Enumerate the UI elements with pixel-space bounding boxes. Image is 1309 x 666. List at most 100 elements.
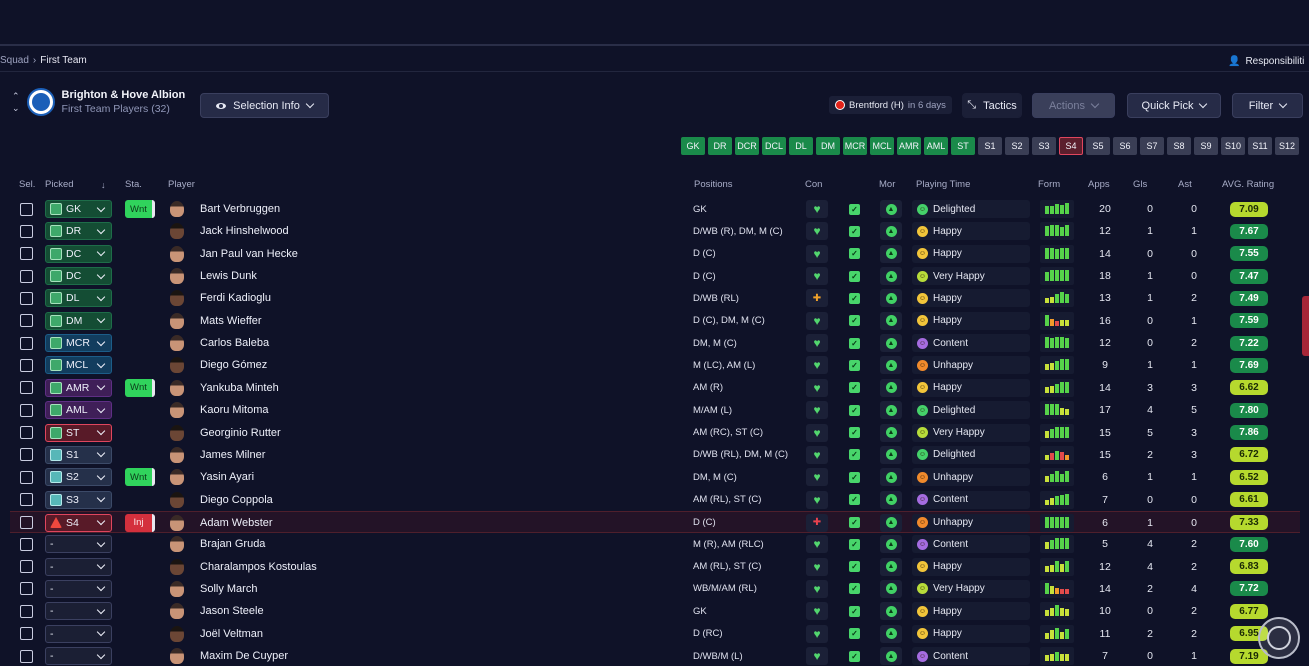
table-row[interactable]: DC Lewis Dunk D (C) ♥ ✓ ▲ ☺ Very Happy 18 1 0 7.47 bbox=[10, 265, 1300, 287]
position-filter-gk[interactable]: GK bbox=[681, 137, 705, 155]
table-row[interactable]: - Charalampos Kostoulas AM (RL), ST (C) ♥ ✓ ▲… bbox=[10, 556, 1300, 578]
picked-dropdown[interactable]: - bbox=[45, 557, 112, 576]
select-checkbox[interactable] bbox=[20, 560, 33, 574]
table-row[interactable]: S3 Diego Coppola AM (RL), ST (C) ♥ ✓ ▲ ☺ Conten… bbox=[10, 489, 1300, 511]
table-row[interactable]: S1 James Milner D/WB (RL), DM, M (C) ♥ ✓ ▲ ☺ De… bbox=[10, 444, 1300, 466]
table-row[interactable]: DL Ferdi Kadioglu D/WB (RL) ✚ ✓ ▲ ☺ Happy 13 1 2 7.… bbox=[10, 287, 1300, 309]
picked-dropdown[interactable]: S4 bbox=[45, 513, 112, 532]
select-checkbox[interactable] bbox=[20, 470, 33, 484]
col-status[interactable]: Sta. bbox=[125, 179, 142, 190]
col-ast[interactable]: Ast bbox=[1178, 179, 1192, 190]
select-checkbox[interactable] bbox=[20, 403, 33, 417]
picked-dropdown[interactable]: - bbox=[45, 602, 112, 621]
select-checkbox[interactable] bbox=[20, 381, 33, 395]
position-filter-s11[interactable]: S11 bbox=[1248, 137, 1272, 155]
picked-dropdown[interactable]: MCR bbox=[45, 334, 112, 353]
position-filter-s12[interactable]: S12 bbox=[1275, 137, 1299, 155]
position-filter-dl[interactable]: DL bbox=[789, 137, 813, 155]
position-filter-s9[interactable]: S9 bbox=[1194, 137, 1218, 155]
player-name[interactable]: Jason Steele bbox=[200, 605, 264, 618]
col-con[interactable]: Con bbox=[805, 179, 823, 190]
player-name[interactable]: Jan Paul van Hecke bbox=[200, 247, 298, 260]
col-form[interactable]: Form bbox=[1038, 179, 1061, 190]
player-name[interactable]: Maxim De Cuyper bbox=[200, 650, 289, 662]
tactics-button[interactable]: ⤡ Tactics bbox=[962, 93, 1022, 118]
table-row[interactable]: - Jason Steele GK ♥ ✓ ▲ ☺ Happy 10 0 2 6.77 bbox=[10, 600, 1300, 622]
player-name[interactable]: Charalampos Kostoulas bbox=[200, 560, 317, 573]
picked-dropdown[interactable]: MCL bbox=[45, 356, 112, 375]
player-name[interactable]: Carlos Baleba bbox=[200, 337, 270, 350]
select-checkbox[interactable] bbox=[20, 537, 33, 551]
position-filter-s1[interactable]: S1 bbox=[978, 137, 1002, 155]
position-filter-s5[interactable]: S5 bbox=[1086, 137, 1110, 155]
position-filter-s8[interactable]: S8 bbox=[1167, 137, 1191, 155]
table-row[interactable]: GK Wnt Bart Verbruggen GK ♥ ✓ ▲ ☺ Delighted 20 0 0 7… bbox=[10, 198, 1300, 220]
filter-button[interactable]: Filter bbox=[1232, 93, 1303, 118]
sort-arrow-icon[interactable]: ↓ bbox=[101, 180, 106, 190]
breadcrumb-root[interactable]: Squad bbox=[0, 55, 29, 66]
position-filter-amr[interactable]: AMR bbox=[897, 137, 921, 155]
player-name[interactable]: Diego Gómez bbox=[200, 359, 268, 372]
position-filter-dcl[interactable]: DCL bbox=[762, 137, 786, 155]
picked-dropdown[interactable]: AML bbox=[45, 401, 112, 420]
table-row[interactable]: MCR Carlos Baleba DM, M (C) ♥ ✓ ▲ ☺ Content 12 0 2… bbox=[10, 332, 1300, 354]
col-player[interactable]: Player bbox=[168, 179, 195, 190]
picked-dropdown[interactable]: S3 bbox=[45, 490, 112, 509]
position-filter-s6[interactable]: S6 bbox=[1113, 137, 1137, 155]
table-row[interactable]: - Joël Veltman D (RC) ♥ ✓ ▲ ☺ Happy 11 2 2 6.95 bbox=[10, 623, 1300, 645]
picked-dropdown[interactable]: - bbox=[45, 579, 112, 598]
select-checkbox[interactable] bbox=[20, 604, 33, 618]
player-name[interactable]: Lewis Dunk bbox=[200, 270, 257, 283]
select-checkbox[interactable] bbox=[20, 314, 33, 328]
player-name[interactable]: Mats Wieffer bbox=[200, 314, 262, 327]
select-checkbox[interactable] bbox=[20, 269, 33, 283]
position-filter-dr[interactable]: DR bbox=[708, 137, 732, 155]
table-row[interactable]: - Solly March WB/M/AM (RL) ♥ ✓ ▲ ☺ Very Happy 14… bbox=[10, 578, 1300, 600]
player-name[interactable]: Kaoru Mitoma bbox=[200, 404, 269, 417]
table-row[interactable]: MCL Diego Gómez M (LC), AM (L) ♥ ✓ ▲ ☺ Unhappy 9… bbox=[10, 354, 1300, 376]
position-filter-s2[interactable]: S2 bbox=[1005, 137, 1029, 155]
select-checkbox[interactable] bbox=[20, 336, 33, 350]
table-row[interactable]: - Maxim De Cuyper D/WB/M (L) ♥ ✓ ▲ ☺ Content 7 0 1… bbox=[10, 645, 1300, 666]
position-filter-st[interactable]: ST bbox=[951, 137, 975, 155]
picked-dropdown[interactable]: DC bbox=[45, 267, 112, 286]
player-name[interactable]: Joël Veltman bbox=[200, 627, 263, 640]
position-filter-mcl[interactable]: MCL bbox=[870, 137, 894, 155]
player-name[interactable]: Jack Hinshelwood bbox=[200, 225, 289, 238]
picked-dropdown[interactable]: S1 bbox=[45, 445, 112, 464]
position-filter-dm[interactable]: DM bbox=[816, 137, 840, 155]
col-playing-time[interactable]: Playing Time bbox=[916, 179, 971, 190]
status-badge[interactable]: Wnt bbox=[125, 200, 155, 218]
status-badge[interactable]: Wnt bbox=[125, 378, 155, 397]
table-row[interactable]: AML Kaoru Mitoma M/AM (L) ♥ ✓ ▲ ☺ Delighted 17 4 5… bbox=[10, 399, 1300, 421]
select-checkbox[interactable] bbox=[20, 627, 33, 641]
table-row[interactable]: - Brajan Gruda M (R), AM (RLC) ♥ ✓ ▲ ☺ Content 5… bbox=[10, 533, 1300, 555]
col-sel[interactable]: Sel. bbox=[19, 179, 36, 190]
responsibilities-button[interactable]: 👤 Responsibiliti bbox=[1228, 53, 1309, 70]
position-filter-mcr[interactable]: MCR bbox=[843, 137, 867, 155]
picked-dropdown[interactable]: S2 bbox=[45, 468, 112, 487]
player-name[interactable]: Yankuba Minteh bbox=[200, 381, 279, 394]
picked-dropdown[interactable]: DM bbox=[45, 311, 112, 330]
player-name[interactable]: Ferdi Kadioglu bbox=[200, 292, 271, 305]
picked-dropdown[interactable]: DR bbox=[45, 222, 112, 241]
select-checkbox[interactable] bbox=[20, 649, 33, 663]
col-gls[interactable]: Gls bbox=[1133, 179, 1148, 190]
next-match-chip[interactable]: Brentford (H) in 6 days bbox=[829, 96, 952, 114]
quick-pick-button[interactable]: Quick Pick bbox=[1127, 93, 1221, 118]
select-checkbox[interactable] bbox=[20, 291, 33, 305]
select-checkbox[interactable] bbox=[20, 493, 33, 507]
select-checkbox[interactable] bbox=[20, 426, 33, 439]
col-positions[interactable]: Positions bbox=[694, 179, 733, 190]
picked-dropdown[interactable]: AMR bbox=[45, 378, 112, 397]
player-name[interactable]: Yasin Ayari bbox=[200, 471, 255, 484]
col-mor[interactable]: Mor bbox=[879, 179, 896, 190]
position-filter-s4[interactable]: S4 bbox=[1059, 137, 1083, 155]
position-filter-s10[interactable]: S10 bbox=[1221, 137, 1245, 155]
select-checkbox[interactable] bbox=[20, 202, 33, 216]
player-name[interactable]: Solly March bbox=[200, 582, 258, 595]
picked-dropdown[interactable]: - bbox=[45, 624, 112, 643]
table-row[interactable]: DM Mats Wieffer D (C), DM, M (C) ♥ ✓ ▲ ☺ Happy 1… bbox=[10, 310, 1300, 332]
picked-dropdown[interactable]: - bbox=[45, 647, 112, 665]
select-checkbox[interactable] bbox=[20, 516, 33, 530]
